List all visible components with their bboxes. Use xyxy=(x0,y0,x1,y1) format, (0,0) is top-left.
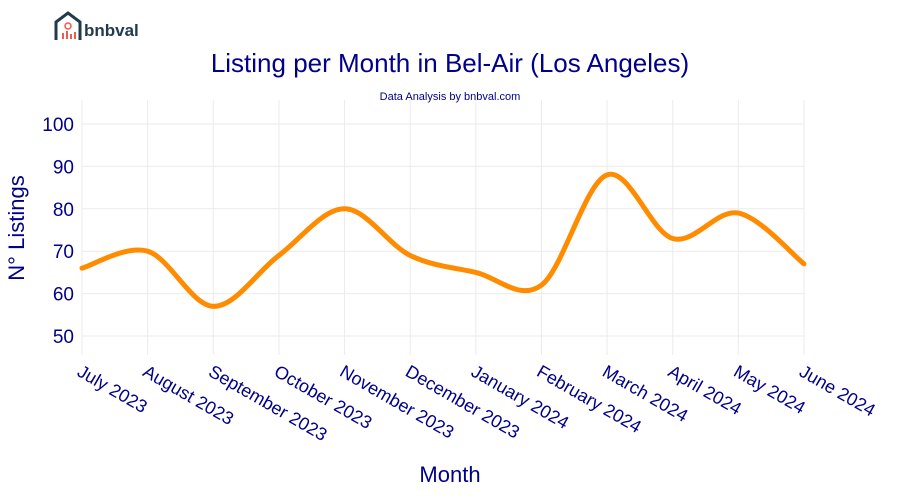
y-tick-label: 80 xyxy=(53,200,74,221)
chart-subtitle: Data Analysis by bnbval.com xyxy=(380,91,521,103)
logo-house-icon xyxy=(54,11,82,40)
x-tick-label: May 2024 xyxy=(730,361,808,418)
y-tick-label: 100 xyxy=(42,115,74,136)
y-tick-label: 70 xyxy=(53,242,74,263)
logo-text: bnbval xyxy=(84,21,139,40)
logo-magnifier-icon xyxy=(64,22,72,30)
x-tick-label: November 2023 xyxy=(337,361,458,442)
chart-title: Listing per Month in Bel-Air (Los Angele… xyxy=(211,48,689,78)
y-axis-label: N° Listings xyxy=(4,175,29,280)
x-axis-label: Month xyxy=(419,462,480,487)
x-tick-label: December 2023 xyxy=(402,361,523,442)
logo: bnbval xyxy=(54,11,139,40)
y-tick-label: 60 xyxy=(53,285,74,306)
y-tick-label: 90 xyxy=(53,157,74,178)
y-tick-label: 50 xyxy=(53,327,74,348)
series-line xyxy=(79,171,807,309)
x-tick-label: July 2023 xyxy=(74,361,151,417)
x-tick-label: June 2024 xyxy=(796,361,879,420)
